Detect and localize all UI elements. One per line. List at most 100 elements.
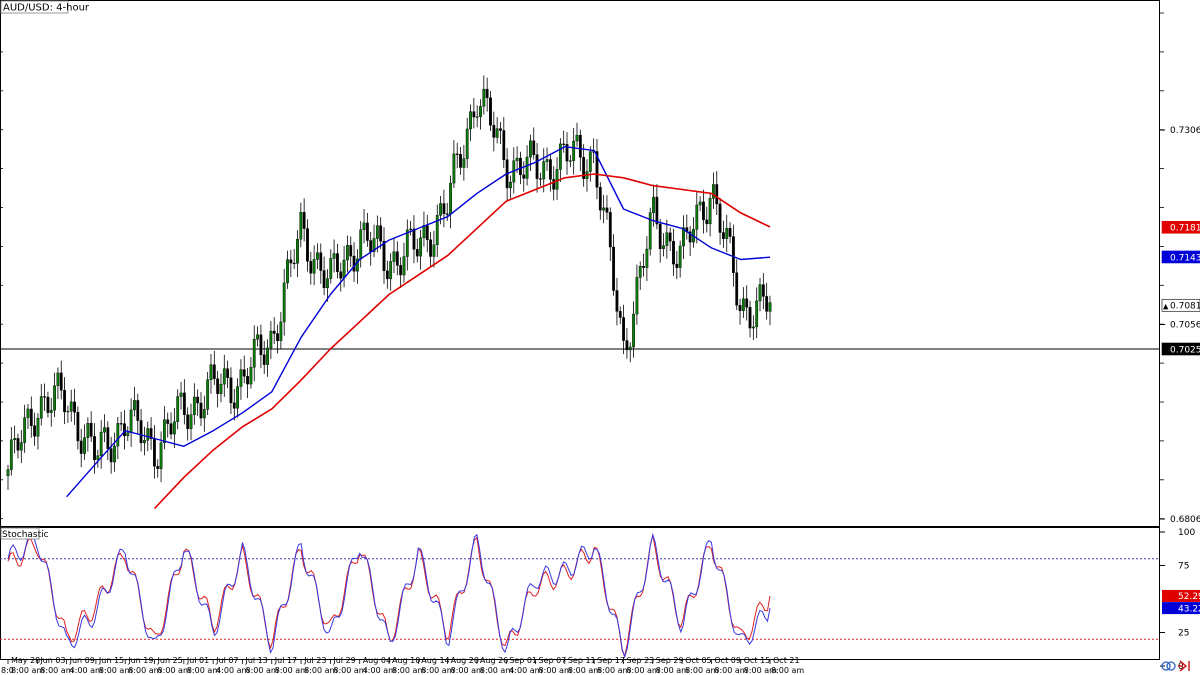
candle-body — [415, 249, 419, 257]
candle-body — [465, 128, 469, 159]
candle-body — [405, 229, 409, 257]
x-time-label: 8:00 am — [480, 666, 513, 675]
candle-body — [722, 232, 725, 239]
stoch-axis: 100 75 25 0 — [0, 528, 1195, 672]
x-date-label: Jun 25 — [157, 656, 183, 665]
candle-body — [63, 390, 66, 413]
x-date-label: Aug 04 — [363, 656, 391, 665]
candle-body — [46, 396, 50, 413]
candle-body — [765, 296, 769, 312]
candle-body — [329, 258, 333, 279]
candle-body — [745, 298, 749, 308]
candle-body — [349, 245, 353, 257]
candle-body — [312, 259, 316, 274]
candle-body — [189, 414, 193, 429]
candle-body — [728, 228, 732, 237]
candle-body — [648, 212, 652, 250]
scroll-to-end-icon[interactable] — [1178, 660, 1190, 672]
candle-body — [682, 227, 685, 247]
candle-body — [492, 125, 496, 138]
candle-body — [698, 201, 702, 206]
stoch-label-box — [0, 527, 40, 540]
candle-body — [123, 423, 126, 437]
x-date-label: Jun 19 — [127, 656, 153, 665]
price-pane-frame — [0, 0, 1160, 527]
candle-body — [475, 116, 479, 118]
candle-body — [758, 284, 762, 302]
x-time-label: 8:0 — [1, 666, 14, 675]
candle-body — [751, 326, 755, 329]
candle-body — [219, 383, 223, 394]
last-price-marker: ▲ — [1163, 302, 1169, 310]
x-time-label: 8:00 am — [187, 666, 220, 675]
candle-body — [399, 265, 403, 276]
candle-body — [712, 184, 715, 199]
candle-body — [625, 340, 629, 351]
x-time-label: 8:00 am — [275, 666, 308, 675]
x-time-label: 8:00 am — [656, 666, 689, 675]
candle-body — [336, 253, 339, 272]
candle-body — [439, 203, 442, 216]
candle-body — [153, 438, 156, 467]
candle-body — [246, 376, 249, 385]
x-time-label: 8:00 am — [771, 666, 804, 675]
candle-body — [542, 161, 546, 180]
candle-body — [369, 240, 373, 252]
candle-body — [322, 270, 326, 289]
x-time-label: 8:00 am — [245, 666, 278, 675]
candle-body — [355, 258, 359, 272]
ma-fast-value-box — [1161, 250, 1200, 264]
x-date-label: Jul 17 — [274, 656, 297, 665]
x-date-label: Aug 10 — [392, 656, 420, 665]
x-time-label: 8:00 am — [451, 666, 484, 675]
x-time-label: 8:00 am — [158, 666, 191, 675]
candle-body — [9, 439, 13, 470]
candle-body — [402, 256, 406, 276]
candle-body — [702, 201, 705, 221]
candle-body — [499, 128, 502, 131]
candle-body — [276, 333, 279, 341]
ma-fast-line — [66, 146, 771, 498]
price-tick-label: 0.68065 — [1170, 515, 1200, 525]
candle-body — [286, 259, 289, 284]
candle-body — [96, 455, 100, 461]
stoch-label: Stochastic — [2, 530, 49, 540]
x-date-label: Jul 07 — [215, 656, 238, 665]
candle-body — [136, 400, 140, 421]
candle-body — [226, 368, 230, 378]
x-date-label: Jun 03 — [39, 656, 65, 665]
candle-body — [23, 417, 27, 443]
candle-body — [412, 228, 416, 250]
candle-body — [259, 334, 263, 356]
candle-body — [93, 436, 96, 461]
candle-body — [113, 445, 116, 463]
candle-body — [422, 225, 426, 239]
candle-body — [109, 448, 113, 463]
last-price: 0.70812 — [1170, 302, 1200, 312]
x-date-label: May 28 — [11, 656, 40, 665]
x-time-label: 8:00 am — [333, 666, 366, 675]
x-time-label: 8:00 am — [40, 666, 73, 675]
candle-body — [502, 130, 506, 160]
x-date-label: Sep 01 — [509, 656, 537, 665]
x-time-label: 4:00 am — [509, 666, 542, 675]
stoch-d-value-box — [1162, 589, 1200, 602]
ma-fast-value: 0.71433 — [1170, 253, 1200, 263]
candle-body — [602, 207, 606, 211]
x-date-label: Aug 14 — [421, 656, 449, 665]
ma-slow-value-box — [1161, 220, 1200, 234]
candle-body — [442, 203, 446, 214]
candle-body — [449, 182, 452, 215]
candle-body — [529, 140, 532, 158]
candle-body — [13, 438, 17, 441]
candle-body — [632, 313, 635, 348]
candle-body — [156, 466, 160, 469]
candle-body — [49, 409, 53, 413]
x-date-label: Sep 29 — [656, 656, 684, 665]
stoch-tick-label: 100 — [1178, 528, 1195, 538]
candle-body — [558, 143, 562, 170]
candle-body — [199, 402, 203, 419]
sync-icon[interactable] — [1161, 661, 1176, 671]
candle-body — [43, 396, 47, 398]
